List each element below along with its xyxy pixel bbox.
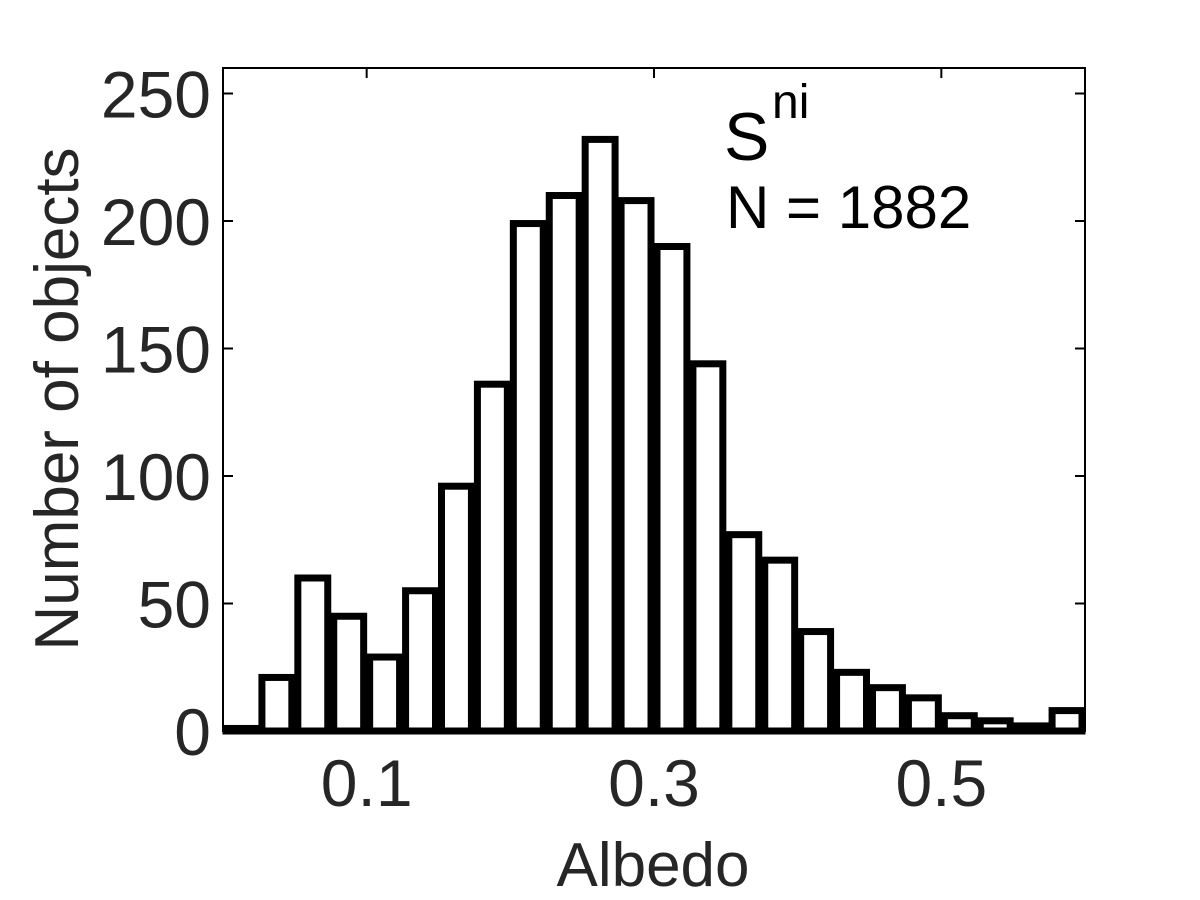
histogram-bar — [294, 574, 332, 735]
histogram-bar — [940, 712, 978, 735]
histogram-bar — [402, 587, 440, 735]
y-axis-label: Number of objects — [23, 147, 92, 650]
histogram-bar — [509, 220, 547, 735]
histogram-bar — [761, 556, 799, 735]
histogram-bar — [545, 192, 583, 735]
histogram-bar — [473, 380, 511, 735]
x-tick-label: 0.3 — [608, 746, 700, 820]
histogram-bar — [653, 243, 691, 735]
x-tick-label: 0.1 — [321, 746, 413, 820]
annotation-count: N = 1882 — [726, 174, 971, 241]
histogram-bar — [617, 197, 655, 735]
y-tick-label: 250 — [101, 58, 211, 132]
histogram-bar — [581, 135, 619, 735]
histogram-bar — [869, 684, 906, 735]
histogram-bar — [833, 668, 870, 735]
histogram-bars — [222, 135, 1086, 735]
histogram-bar — [976, 717, 1014, 735]
histogram-bar — [689, 360, 727, 735]
subclass-annotation: S ni N = 1882 — [724, 76, 971, 241]
y-tick-label: 150 — [101, 313, 211, 387]
y-tick-label: 50 — [138, 568, 211, 642]
x-axis-label: Albedo — [556, 831, 749, 900]
histogram-bar — [330, 612, 368, 735]
y-tick-label: 100 — [101, 440, 211, 514]
histogram-bar — [1048, 707, 1086, 735]
histogram-bar — [366, 653, 404, 735]
y-tick-labels: 0 50 100 150 200 250 — [101, 58, 211, 770]
y-tick-label: 200 — [101, 185, 211, 259]
plot-axes — [222, 67, 1086, 732]
x-tick-labels: 0.1 0.3 0.5 — [321, 746, 987, 820]
histogram-bar — [438, 482, 475, 735]
histogram-bar — [258, 673, 296, 735]
histogram-bar — [797, 628, 835, 735]
annotation-superscript: ni — [772, 76, 809, 129]
x-tick-label: 0.5 — [895, 746, 987, 820]
annotation-main: S — [724, 99, 769, 175]
histogram-bar — [725, 531, 763, 735]
y-tick-label: 0 — [174, 695, 211, 769]
histogram-bar — [904, 694, 942, 735]
